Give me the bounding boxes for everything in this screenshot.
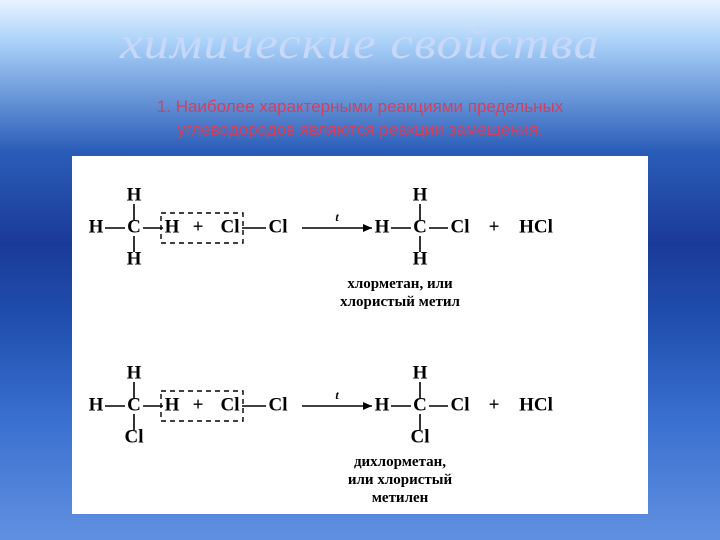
svg-text:Cl: Cl: [221, 216, 240, 237]
svg-text:метилен: метилен: [372, 490, 429, 506]
slide-subtitle: 1. Наиболее характерными реакциями преде…: [0, 96, 720, 142]
svg-text:или хлористый: или хлористый: [348, 472, 453, 488]
subtitle-line1: 1. Наиболее характерными реакциями преде…: [157, 97, 563, 116]
svg-text:H: H: [413, 184, 428, 205]
svg-text:HCl: HCl: [519, 394, 553, 415]
svg-text:+: +: [489, 216, 500, 237]
svg-text:Cl: Cl: [451, 394, 470, 415]
svg-text:+: +: [489, 394, 500, 415]
svg-text:хлорметан, или: хлорметан, или: [347, 276, 453, 292]
svg-text:H: H: [89, 216, 104, 237]
svg-text:H: H: [89, 394, 104, 415]
svg-text:t: t: [335, 210, 339, 224]
svg-text:H: H: [165, 394, 180, 415]
svg-text:t: t: [335, 388, 339, 402]
svg-text:хлористый метил: хлористый метил: [340, 294, 460, 310]
subtitle-line2: углеводородов являются реакции замещения…: [177, 120, 543, 139]
svg-text:H: H: [127, 362, 142, 383]
slide-title: химические свойства: [0, 18, 720, 69]
svg-text:H: H: [165, 216, 180, 237]
svg-text:Cl: Cl: [221, 394, 240, 415]
svg-text:Cl: Cl: [451, 216, 470, 237]
svg-text:дихлорметан,: дихлорметан,: [354, 454, 446, 470]
svg-text:+: +: [193, 216, 204, 237]
slide: химические свойства 1. Наиболее характер…: [0, 0, 720, 540]
svg-text:+: +: [193, 394, 204, 415]
svg-text:HCl: HCl: [519, 216, 553, 237]
svg-text:H: H: [413, 362, 428, 383]
svg-text:H: H: [127, 184, 142, 205]
svg-text:H: H: [375, 394, 390, 415]
chemistry-svg: CHHHH+ClCltCHHHCl+HClхлорметан, илихлори…: [72, 156, 648, 514]
svg-text:Cl: Cl: [269, 216, 288, 237]
svg-text:H: H: [375, 216, 390, 237]
svg-text:Cl: Cl: [269, 394, 288, 415]
chemistry-panel: CHHHH+ClCltCHHHCl+HClхлорметан, илихлори…: [72, 156, 648, 514]
